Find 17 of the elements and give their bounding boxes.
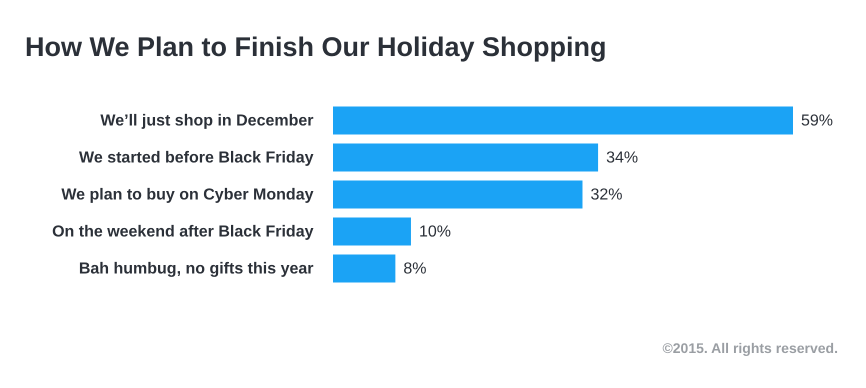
bar [333, 254, 396, 282]
y-tick-label: On the weekend after Black Friday [52, 224, 314, 240]
data-label: 8% [403, 260, 426, 278]
y-tick-label: We plan to buy on Cyber Monday [61, 186, 314, 204]
bar [333, 144, 598, 172]
data-label: 32% [590, 186, 623, 204]
bar [333, 106, 793, 134]
y-tick-label: We’ll just shop in December [100, 112, 314, 130]
y-tick-label: We started before Black Friday [79, 150, 314, 166]
data-label: 34% [606, 150, 638, 166]
data-label: 10% [418, 224, 451, 240]
text: ©2015. All rights reserved. [662, 340, 838, 356]
bar [333, 218, 411, 246]
y-tick-label: Bah humbug, no gifts this year [78, 260, 314, 278]
chart-title: How We Plan to Finish Our Holiday Shopping [25, 32, 607, 62]
bar [333, 180, 582, 208]
data-label: 59% [801, 112, 834, 130]
